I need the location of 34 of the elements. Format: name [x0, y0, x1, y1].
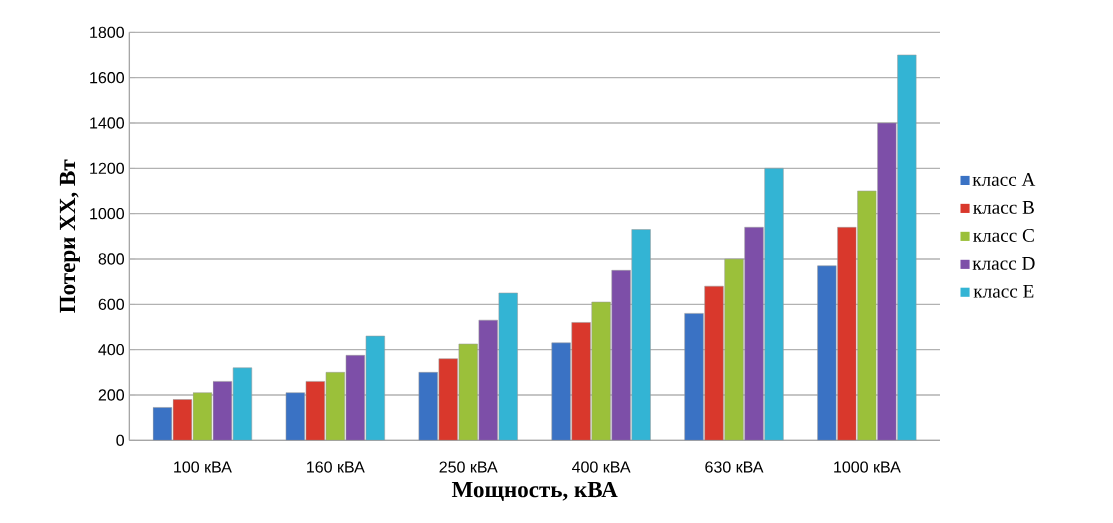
bar	[365, 335, 385, 441]
bar	[631, 229, 651, 441]
bar	[418, 372, 438, 441]
bar	[764, 168, 784, 441]
x-axis-title: Мощность, кВА	[451, 481, 618, 502]
bar	[684, 313, 704, 441]
bar	[498, 292, 518, 441]
y-tick-label: 1000	[90, 207, 125, 220]
legend-label: класс A	[972, 173, 1036, 186]
legend-label: класс B	[973, 201, 1034, 214]
x-tick-label: 250 кВА	[439, 461, 498, 473]
bar	[897, 54, 917, 441]
bar	[817, 265, 837, 441]
legend-label: класс D	[972, 257, 1035, 270]
x-tick-label: 630 кВА	[705, 461, 764, 473]
bar	[285, 392, 305, 441]
y-tick-label: 1400	[90, 117, 125, 129]
y-tick-label: 400	[98, 343, 125, 356]
legend-label: класс C	[973, 229, 1034, 242]
bar	[232, 367, 253, 441]
legend-label: класс E	[973, 284, 1034, 298]
y-tick-label: 800	[98, 253, 125, 265]
y-tick-label: 600	[98, 298, 125, 310]
bar	[551, 342, 571, 441]
y-axis-title: Потери ХХ, Вт	[59, 159, 80, 313]
x-tick-label: 400 кВА	[572, 461, 631, 473]
y-tick-label: 1200	[90, 162, 125, 174]
x-tick-label: 160 кВА	[307, 461, 365, 473]
x-tick-label: 1000 кВА	[834, 461, 901, 473]
y-tick-label: 200	[98, 389, 125, 401]
y-tick-label: 1600	[90, 72, 125, 84]
y-tick-label: 1800	[90, 26, 125, 38]
x-tick-label: 100 кВА	[174, 461, 232, 473]
y-tick-label: 0	[116, 434, 125, 446]
